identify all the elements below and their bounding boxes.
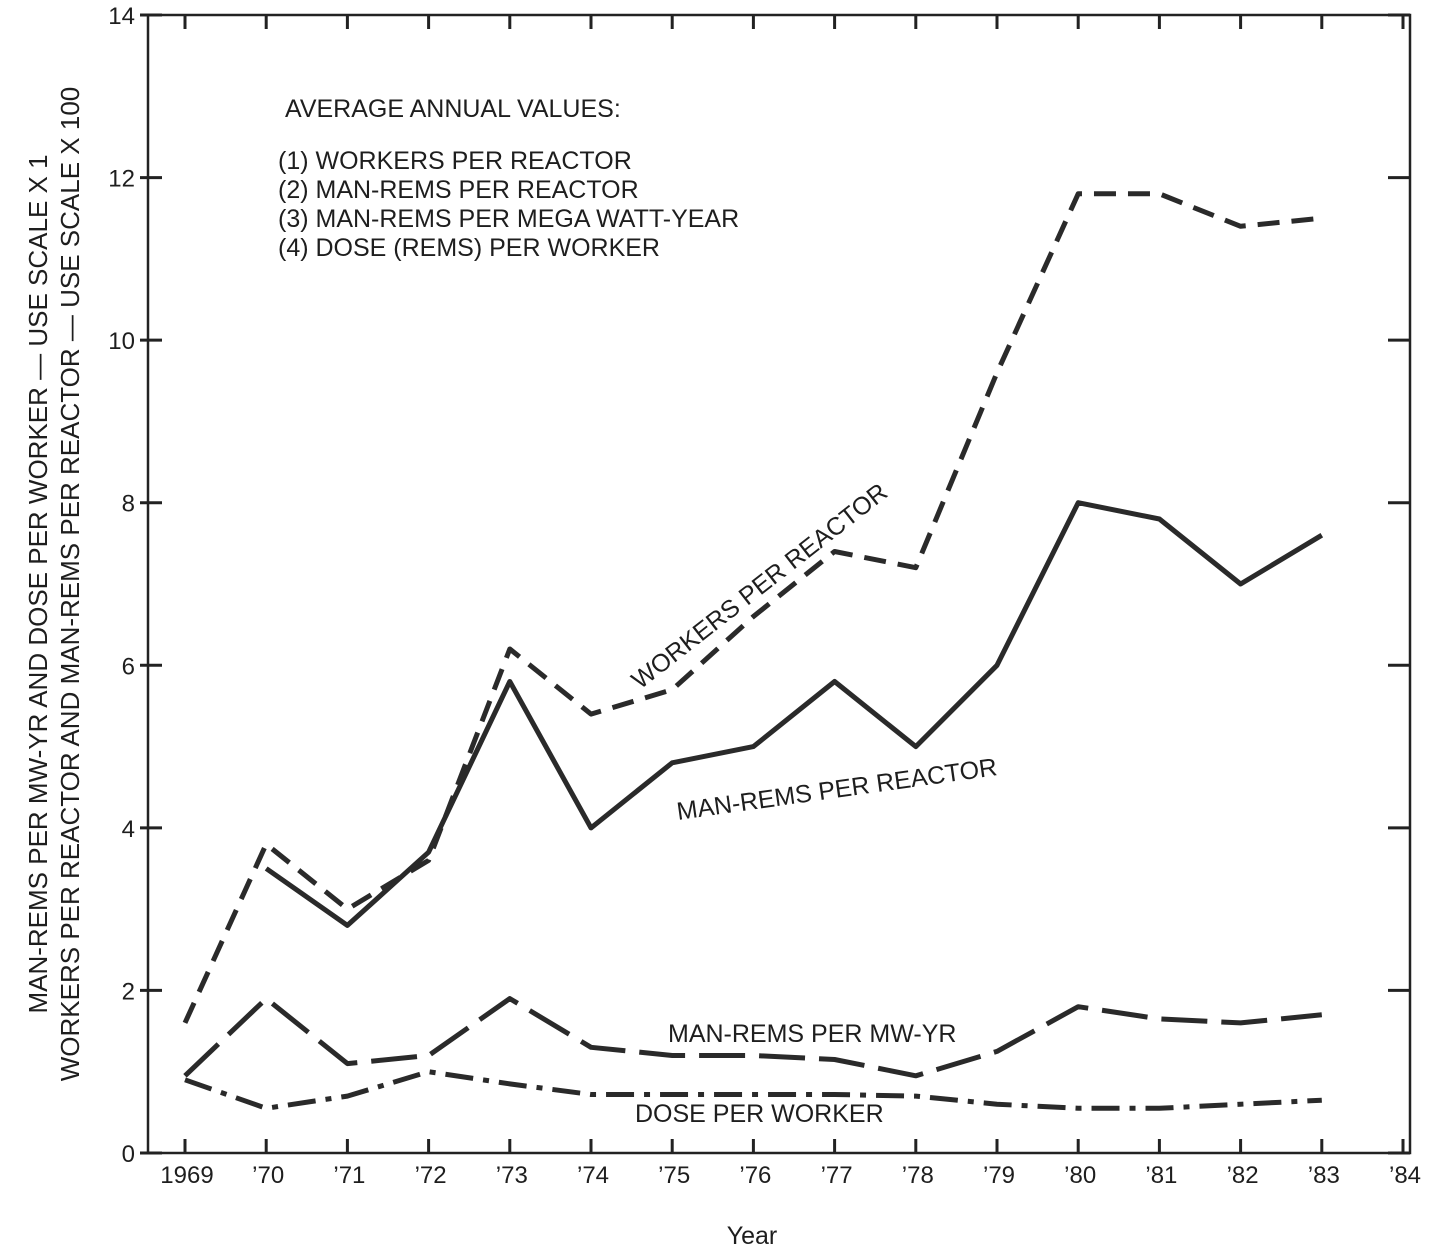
- x-tick-label: ’83: [1308, 1162, 1340, 1189]
- legend-title: AVERAGE ANNUAL VALUES:: [285, 95, 621, 123]
- x-tick-label: ’78: [902, 1162, 934, 1189]
- legend-entry-2: (2) MAN-REMS PER REACTOR: [278, 176, 639, 204]
- y-axis-title-line-2: WORKERS PER REACTOR AND MAN-REMS PER REA…: [55, 87, 85, 1081]
- x-tick-label: ’70: [252, 1162, 284, 1189]
- x-tick-label: ’82: [1227, 1162, 1259, 1189]
- series-annotations: WORKERS PER REACTOR MAN-REMS PER REACTOR…: [626, 478, 998, 1128]
- y-axis-title-line-1: MAN-REMS PER MW-YR AND DOSE PER WORKER —…: [23, 154, 53, 1013]
- x-tick-label: ’84: [1389, 1162, 1421, 1189]
- series-line-3: [183, 996, 1323, 1079]
- y-tick-label: 6: [122, 653, 135, 680]
- plot-frame: [146, 13, 1412, 1155]
- x-tick-label: ’74: [577, 1162, 609, 1189]
- label-dose-per-worker: DOSE PER WORKER: [635, 1100, 884, 1128]
- legend-entry-4: (4) DOSE (REMS) PER WORKER: [278, 234, 660, 262]
- series-lines: [182, 191, 1324, 1111]
- x-tick-label: ’71: [333, 1162, 365, 1189]
- x-tick-label: ’77: [821, 1162, 853, 1189]
- y-tick-label: 0: [122, 1141, 135, 1168]
- x-tick-label: ’79: [983, 1162, 1015, 1189]
- axis-ticks: 1969 ’70 ’71 ’72 ’73 ’74 ’75 ’76 ’77 ’78 ’79 ’80 ’81…: [108, 3, 1421, 1189]
- label-workers-per-reactor: WORKERS PER REACTOR: [626, 478, 892, 695]
- x-tick-label: ’81: [1145, 1162, 1177, 1189]
- x-axis-title: Year: [727, 1222, 778, 1250]
- legend: AVERAGE ANNUAL VALUES: (1) WORKERS PER R…: [278, 95, 739, 262]
- legend-entry-3: (3) MAN-REMS PER MEGA WATT-YEAR: [278, 205, 739, 233]
- label-man-rems-per-reactor: MAN-REMS PER REACTOR: [675, 753, 999, 826]
- y-tick-label: 4: [122, 816, 135, 843]
- y-tick-label: 12: [108, 166, 135, 193]
- y-tick-label: 14: [108, 3, 135, 30]
- x-tick-label: ’72: [415, 1162, 447, 1189]
- legend-entry-1: (1) WORKERS PER REACTOR: [278, 147, 632, 175]
- series-line-2: [264, 500, 1324, 928]
- series-line-4: [184, 1069, 1322, 1111]
- x-tick-label: ’76: [739, 1162, 771, 1189]
- x-tick-label: 1969: [160, 1162, 213, 1189]
- y-tick-label: 8: [122, 491, 135, 518]
- x-tick-label: ’80: [1064, 1162, 1096, 1189]
- series-line-1: [182, 191, 1323, 1024]
- x-tick-label: ’73: [496, 1162, 528, 1189]
- y-tick-label: 10: [108, 328, 135, 355]
- y-tick-label: 2: [122, 978, 135, 1005]
- label-man-rems-per-mw-yr: MAN-REMS PER MW-YR: [668, 1020, 956, 1048]
- x-tick-label: ’75: [658, 1162, 690, 1189]
